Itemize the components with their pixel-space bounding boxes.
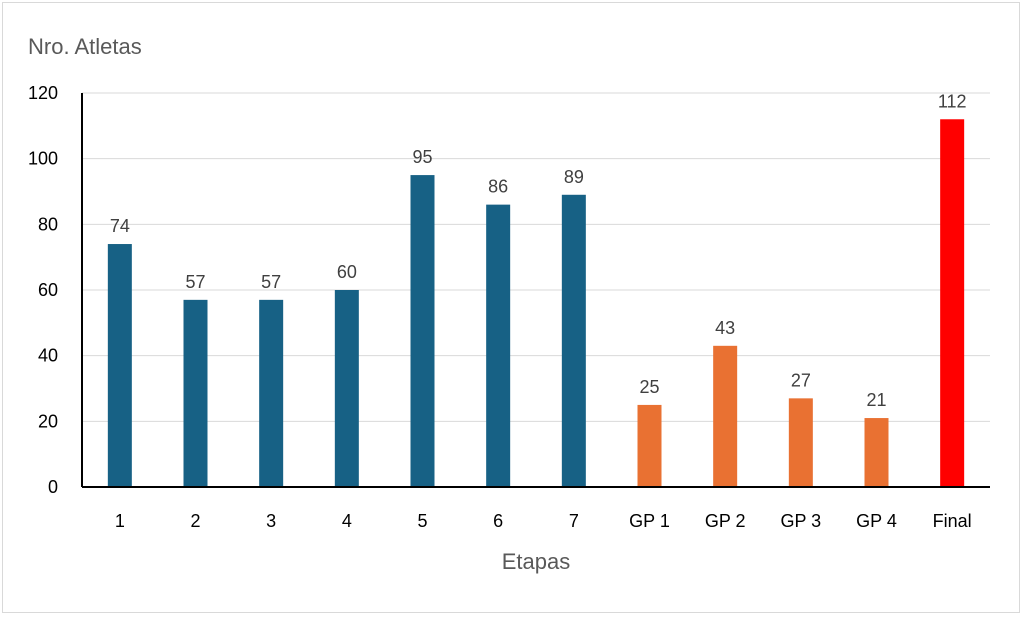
bar [107, 244, 132, 487]
x-tick-label: GP 3 [780, 511, 821, 531]
y-tick-label: 40 [38, 346, 58, 366]
x-tick-label: 4 [342, 511, 352, 531]
x-tick-label: 3 [266, 511, 276, 531]
x-tick-label: 6 [493, 511, 503, 531]
data-label: 27 [791, 370, 811, 390]
y-tick-label: 0 [48, 477, 58, 497]
x-tick-label: 7 [569, 511, 579, 531]
bar [788, 398, 813, 487]
x-axis-title: Etapas [502, 549, 571, 574]
x-tick-label: GP 1 [629, 511, 670, 531]
bar [637, 404, 662, 487]
y-tick-label: 100 [28, 149, 58, 169]
data-label: 21 [866, 390, 886, 410]
bar [561, 194, 586, 488]
bar [940, 119, 965, 488]
bar [334, 290, 359, 487]
bar [713, 345, 738, 487]
x-tick-label: 5 [417, 511, 427, 531]
x-tick-label: Final [933, 511, 972, 531]
data-label: 112 [938, 91, 967, 111]
bar [410, 175, 435, 488]
x-tick-label: GP 2 [705, 511, 746, 531]
bar [183, 299, 208, 487]
data-label: 74 [110, 216, 130, 236]
y-tick-label: 20 [38, 411, 58, 431]
y-axis-title: Nro. Atletas [28, 34, 142, 59]
x-tick-label: GP 4 [856, 511, 897, 531]
data-label: 60 [337, 262, 357, 282]
x-tick-label: 1 [115, 511, 125, 531]
y-tick-label: 120 [28, 83, 58, 103]
data-label: 86 [488, 177, 508, 197]
data-label: 43 [715, 318, 735, 338]
data-label: 57 [185, 272, 205, 292]
bar [259, 299, 284, 487]
data-label: 25 [639, 377, 659, 397]
bar [864, 418, 889, 487]
x-tick-label: 2 [190, 511, 200, 531]
y-tick-label: 60 [38, 280, 58, 300]
data-label: 95 [412, 147, 432, 167]
data-label: 57 [261, 272, 281, 292]
data-label: 89 [564, 167, 584, 187]
y-tick-label: 80 [38, 214, 58, 234]
bar [486, 204, 511, 487]
